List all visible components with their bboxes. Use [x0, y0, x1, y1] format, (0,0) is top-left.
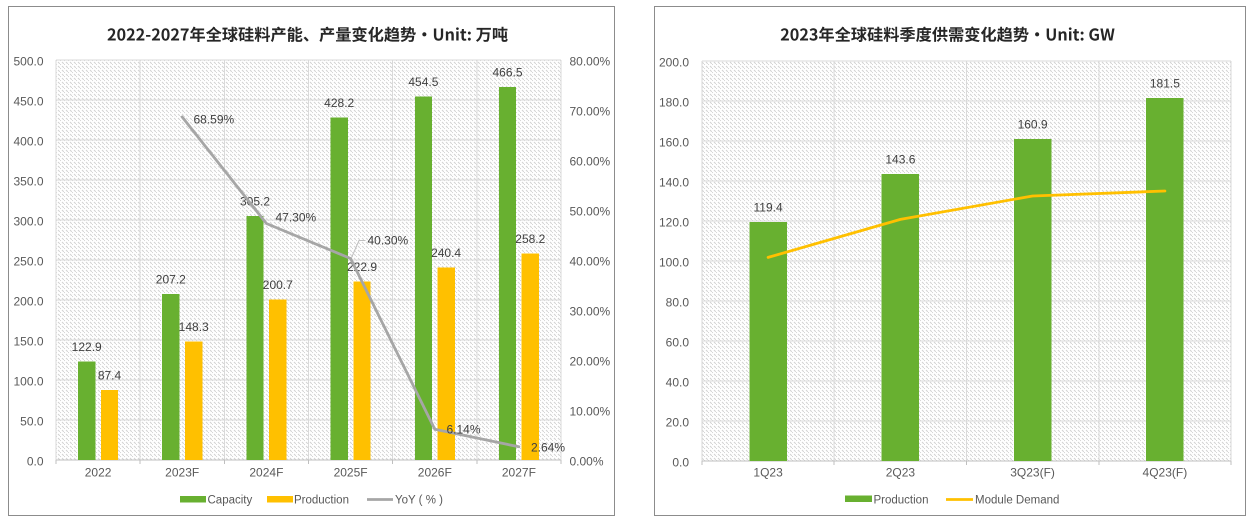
svg-text:466.5: 466.5 [492, 65, 522, 79]
svg-text:200.0: 200.0 [659, 55, 689, 69]
svg-text:400.0: 400.0 [13, 134, 43, 148]
svg-text:2Q23: 2Q23 [886, 466, 916, 480]
svg-text:2.64%: 2.64% [531, 441, 565, 455]
svg-text:180.0: 180.0 [659, 95, 689, 109]
svg-text:200.7: 200.7 [263, 278, 293, 292]
svg-text:30.00%: 30.00% [570, 304, 611, 318]
svg-text:207.2: 207.2 [156, 273, 186, 287]
svg-text:160.0: 160.0 [659, 135, 689, 149]
svg-text:60.00%: 60.00% [570, 154, 611, 168]
svg-text:40.30%: 40.30% [368, 234, 409, 248]
svg-text:454.5: 454.5 [408, 75, 438, 89]
svg-text:122.9: 122.9 [72, 340, 102, 354]
svg-text:181.5: 181.5 [1150, 77, 1180, 91]
svg-text:40.0: 40.0 [666, 375, 690, 389]
svg-text:50.0: 50.0 [20, 414, 44, 428]
svg-text:240.4: 240.4 [431, 246, 461, 260]
svg-text:10.00%: 10.00% [570, 404, 611, 418]
svg-text:3Q23(F): 3Q23(F) [1010, 466, 1055, 480]
svg-text:100.0: 100.0 [13, 374, 43, 388]
svg-text:2024F: 2024F [249, 466, 283, 480]
svg-text:Production: Production [294, 494, 349, 506]
svg-text:100.0: 100.0 [659, 255, 689, 269]
svg-text:258.2: 258.2 [515, 232, 545, 246]
svg-text:160.9: 160.9 [1018, 118, 1048, 132]
svg-text:1Q23: 1Q23 [753, 466, 783, 480]
svg-text:68.59%: 68.59% [194, 112, 235, 126]
svg-text:60.0: 60.0 [666, 335, 690, 349]
svg-text:0.0: 0.0 [27, 454, 44, 468]
svg-text:YoY ( % ): YoY ( % ) [395, 494, 443, 506]
svg-text:80.0: 80.0 [666, 295, 690, 309]
svg-text:2025F: 2025F [334, 466, 368, 480]
svg-text:350.0: 350.0 [13, 174, 43, 188]
svg-text:250.0: 250.0 [13, 254, 43, 268]
svg-text:140.0: 140.0 [659, 175, 689, 189]
svg-text:148.3: 148.3 [179, 320, 209, 334]
svg-text:150.0: 150.0 [13, 334, 43, 348]
svg-text:87.4: 87.4 [98, 369, 122, 383]
svg-text:40.00%: 40.00% [570, 254, 611, 268]
svg-text:2027F: 2027F [502, 466, 536, 480]
svg-text:6.14%: 6.14% [447, 422, 481, 436]
svg-text:Module Demand: Module Demand [975, 494, 1059, 506]
svg-text:Capacity: Capacity [208, 494, 253, 506]
svg-text:4Q23(F): 4Q23(F) [1143, 466, 1188, 480]
svg-text:450.0: 450.0 [13, 94, 43, 108]
svg-text:500.0: 500.0 [13, 54, 43, 68]
svg-text:70.00%: 70.00% [570, 104, 611, 118]
svg-text:120.0: 120.0 [659, 215, 689, 229]
svg-text:Production: Production [874, 494, 929, 506]
svg-text:0.0: 0.0 [672, 455, 689, 469]
svg-text:80.00%: 80.00% [570, 54, 611, 68]
svg-text:0.00%: 0.00% [570, 454, 604, 468]
svg-text:143.6: 143.6 [885, 152, 915, 166]
svg-text:300.0: 300.0 [13, 214, 43, 228]
svg-text:20.0: 20.0 [666, 415, 690, 429]
svg-text:2026F: 2026F [418, 466, 452, 480]
svg-text:50.00%: 50.00% [570, 204, 611, 218]
svg-text:2022: 2022 [85, 466, 112, 480]
svg-text:2023F: 2023F [165, 466, 199, 480]
svg-text:47.30%: 47.30% [276, 210, 317, 224]
svg-text:20.00%: 20.00% [570, 354, 611, 368]
svg-text:428.2: 428.2 [324, 96, 354, 110]
svg-text:200.0: 200.0 [13, 294, 43, 308]
svg-text:119.4: 119.4 [754, 201, 783, 215]
